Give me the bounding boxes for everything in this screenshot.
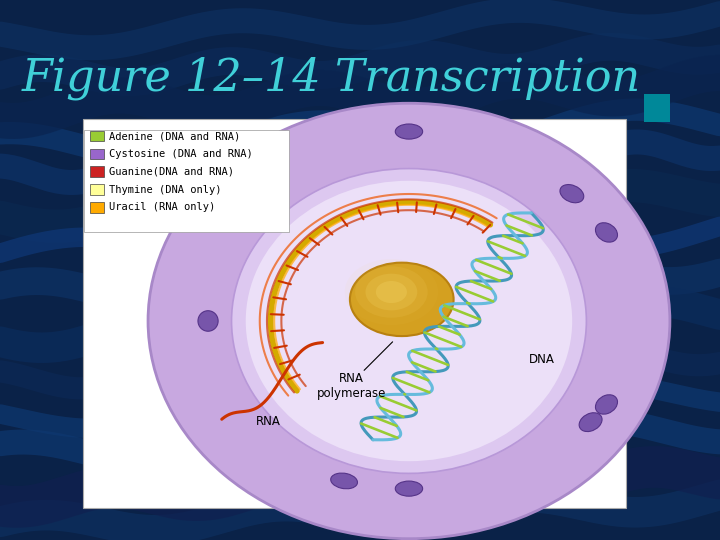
- Bar: [644, 94, 670, 122]
- Ellipse shape: [330, 473, 357, 489]
- Ellipse shape: [595, 395, 618, 414]
- Ellipse shape: [595, 222, 618, 242]
- Text: RNA
polymerase: RNA polymerase: [317, 372, 386, 400]
- Bar: [90, 166, 104, 177]
- FancyBboxPatch shape: [83, 119, 626, 508]
- Ellipse shape: [350, 262, 454, 336]
- Ellipse shape: [376, 281, 407, 303]
- Text: Figure 12–14 Transcription: Figure 12–14 Transcription: [22, 57, 641, 100]
- Text: RNA: RNA: [256, 415, 281, 428]
- Bar: [84, 130, 289, 232]
- Ellipse shape: [395, 481, 423, 496]
- Ellipse shape: [579, 413, 602, 431]
- Ellipse shape: [355, 266, 428, 318]
- Ellipse shape: [232, 168, 586, 474]
- Text: Adenine (DNA and RNA): Adenine (DNA and RNA): [109, 131, 240, 141]
- Ellipse shape: [198, 310, 218, 331]
- Bar: [90, 131, 104, 141]
- Bar: [90, 148, 104, 159]
- Ellipse shape: [395, 124, 423, 139]
- Ellipse shape: [366, 274, 418, 310]
- Text: Guanine(DNA and RNA): Guanine(DNA and RNA): [109, 167, 235, 177]
- Ellipse shape: [246, 181, 572, 461]
- Bar: [90, 184, 104, 195]
- Text: DNA: DNA: [529, 353, 555, 366]
- Text: Cystosine (DNA and RNA): Cystosine (DNA and RNA): [109, 149, 253, 159]
- Text: Thymine (DNA only): Thymine (DNA only): [109, 185, 222, 194]
- Ellipse shape: [560, 185, 584, 202]
- Text: Uracil (RNA only): Uracil (RNA only): [109, 202, 216, 212]
- Bar: [90, 202, 104, 213]
- Ellipse shape: [148, 103, 670, 539]
